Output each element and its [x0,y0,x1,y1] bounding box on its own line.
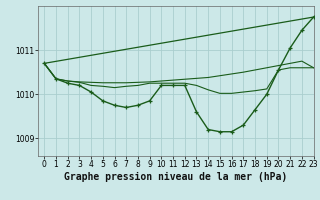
X-axis label: Graphe pression niveau de la mer (hPa): Graphe pression niveau de la mer (hPa) [64,172,288,182]
